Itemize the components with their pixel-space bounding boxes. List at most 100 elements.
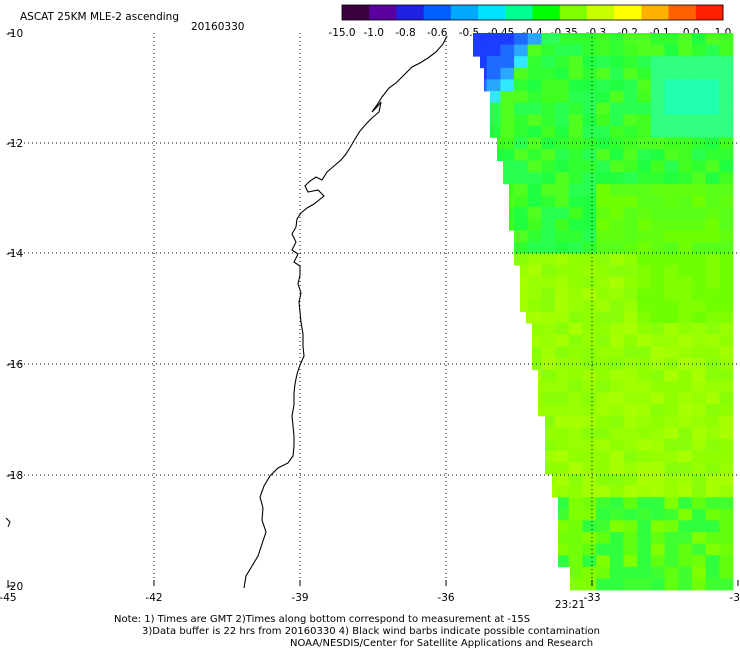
swath-cell <box>555 427 570 440</box>
swath-cell <box>691 311 706 324</box>
swath-cell <box>609 415 624 428</box>
swath-cell <box>623 195 638 208</box>
swath-cell <box>650 160 665 173</box>
swath-cell <box>664 56 679 69</box>
swath-cell <box>719 56 734 69</box>
swath-cell <box>555 439 570 452</box>
swath-cell <box>570 578 583 591</box>
swath-cell <box>623 288 638 301</box>
swath-cell <box>596 578 611 591</box>
swath-cell <box>596 381 611 394</box>
swath-cell <box>582 415 597 428</box>
swath-cell <box>596 125 611 138</box>
swath-cell <box>678 311 693 324</box>
swath-cell <box>609 160 624 173</box>
colorbar-swatch <box>532 5 561 20</box>
swath-cell <box>596 334 611 347</box>
swath-cell <box>637 462 652 475</box>
swath-cell <box>664 404 679 417</box>
swath-cell <box>568 369 583 382</box>
swath-cell <box>623 392 638 405</box>
swath-cell <box>609 79 624 92</box>
swath-cell <box>568 276 583 289</box>
swath-cell <box>678 276 693 289</box>
swath-cell <box>582 44 597 57</box>
swath-cell <box>705 299 720 312</box>
swath-cell <box>637 207 652 220</box>
swath-cell <box>650 578 665 591</box>
swath-cell <box>490 114 501 127</box>
swath-cell <box>664 474 679 486</box>
swath-cell <box>527 311 542 324</box>
swath-cell <box>623 462 638 475</box>
swath-cell <box>609 44 624 57</box>
swath-cell <box>538 381 542 394</box>
swath-cell <box>558 497 570 510</box>
swath-cell <box>596 172 611 185</box>
swath-cell <box>664 172 679 185</box>
swath-cell <box>623 218 638 231</box>
swath-cell <box>705 555 720 568</box>
swath-cell <box>691 555 706 568</box>
swath-cell <box>719 543 734 556</box>
swath-cell <box>541 102 556 115</box>
swath-cell <box>650 276 665 289</box>
swath-cell <box>705 520 720 533</box>
swath-cell <box>664 195 679 208</box>
swath-cell <box>527 230 542 243</box>
swath-cell <box>623 125 638 138</box>
swath-cell <box>541 311 556 324</box>
swath-cell <box>719 207 734 220</box>
swath-cell <box>596 450 611 463</box>
swath-cell <box>678 44 693 57</box>
swath-cell <box>637 56 652 69</box>
swath-cell <box>650 230 665 243</box>
swath-cell <box>596 195 611 208</box>
swath-cell <box>568 520 583 533</box>
swath-cell <box>678 149 693 161</box>
swath-cell <box>596 207 611 220</box>
swath-cell <box>555 474 570 486</box>
swath-cell <box>705 566 720 579</box>
swath-cell <box>514 56 529 69</box>
swath-cell <box>582 566 597 579</box>
swath-cell <box>609 439 624 452</box>
swath-cell <box>650 311 665 324</box>
swath-cell <box>691 323 706 336</box>
swath-cell <box>691 392 706 405</box>
swath-cell <box>596 44 611 57</box>
swath-cell <box>637 485 652 498</box>
swath-cell <box>623 508 638 521</box>
swath-cell <box>558 508 570 521</box>
swath-cell <box>500 79 515 92</box>
swath-cell <box>582 346 597 359</box>
swath-cell <box>541 79 556 92</box>
y-tick-label: -12 <box>6 138 23 150</box>
swath-cell <box>609 497 624 510</box>
swath-cell <box>568 195 583 208</box>
swath-cell <box>678 334 693 347</box>
swath-cell <box>623 543 638 556</box>
swath-cell <box>664 357 679 370</box>
swath-cell <box>609 149 624 161</box>
swath-cell <box>582 33 597 45</box>
wind-swath <box>473 33 734 591</box>
swath-cell <box>568 323 583 336</box>
swath-cell <box>691 125 706 138</box>
swath-cell <box>558 520 570 533</box>
swath-cell <box>705 404 720 417</box>
swath-cell <box>664 427 679 440</box>
swath-cell <box>623 44 638 57</box>
swath-cell <box>705 474 720 486</box>
swath-cell <box>691 33 706 45</box>
swath-cell <box>719 369 734 382</box>
swath-cell <box>596 485 611 498</box>
swath-cell <box>650 79 665 92</box>
swath-cell <box>520 265 529 278</box>
swath-cell <box>678 288 693 301</box>
swath-cell <box>609 67 624 80</box>
swath-cell <box>664 439 679 452</box>
swath-cell <box>527 299 542 312</box>
swath-cell <box>691 91 706 103</box>
swath-cell <box>541 160 556 173</box>
